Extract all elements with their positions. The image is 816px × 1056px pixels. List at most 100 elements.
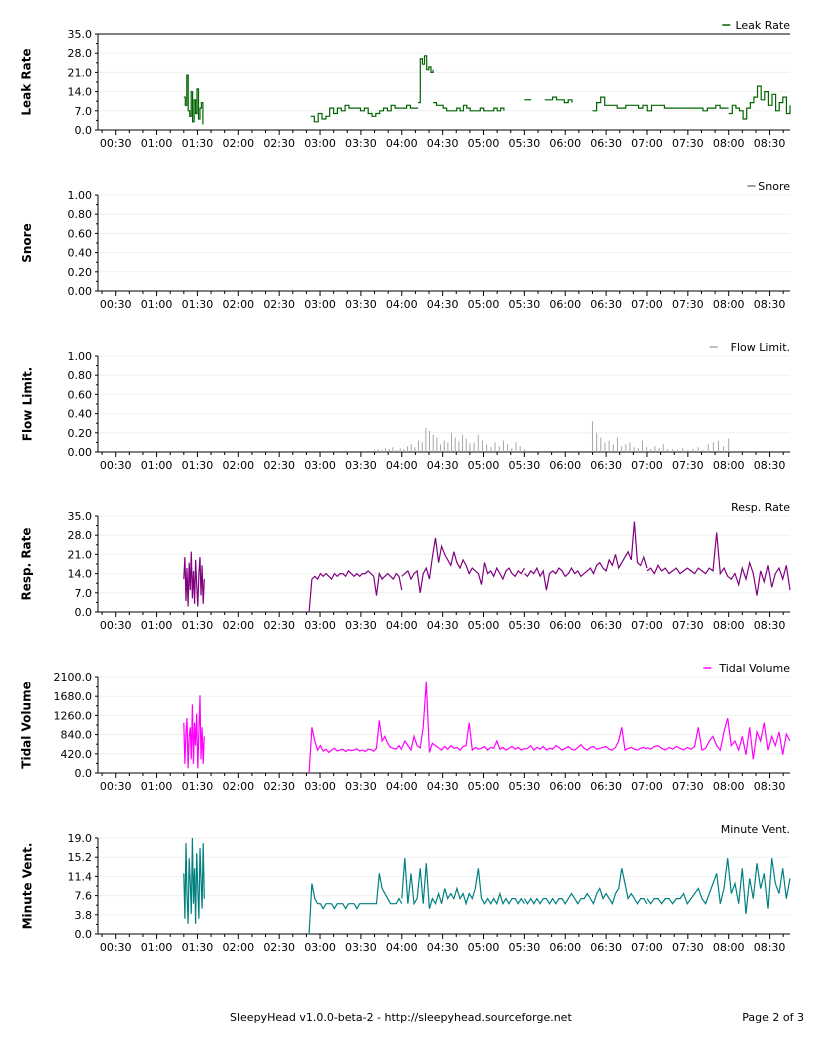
x-tick-label: 06:30 bbox=[590, 298, 622, 311]
data-series-line bbox=[308, 720, 403, 774]
chart-panel: Tidal Volume 2100.0 1680.0 1260.0 840.0 420.0… bbox=[0, 661, 816, 821]
y-tick-label: 0.00 bbox=[68, 285, 93, 298]
x-tick-label: 06:00 bbox=[549, 137, 581, 150]
chart-panel: Leak Rate 35.0 28.0 21.0 14.0 7.0 0.0 00:30 01:0… bbox=[0, 18, 816, 178]
data-series-line bbox=[646, 858, 791, 914]
chart-panel: Snore 1.00 0.80 0.60 0.40 0.20 0.00 00:30 01:00 0… bbox=[0, 179, 816, 339]
x-tick-label: 01:00 bbox=[141, 619, 173, 632]
data-series-line bbox=[523, 868, 648, 906]
data-series-line bbox=[183, 551, 205, 607]
x-tick-label: 07:00 bbox=[631, 298, 663, 311]
chart-panel: Resp. Rate 35.0 28.0 21.0 14.0 7.0 0.0 00:30 01:… bbox=[0, 500, 816, 660]
x-tick-label: 08:00 bbox=[713, 137, 745, 150]
data-series-line bbox=[183, 695, 205, 769]
y-tick-label: 0.80 bbox=[68, 369, 93, 382]
x-tick-label: 04:30 bbox=[427, 780, 459, 793]
x-tick-label: 06:30 bbox=[590, 780, 622, 793]
data-series-line bbox=[544, 96, 573, 104]
x-tick-label: 01:00 bbox=[141, 298, 173, 311]
y-tick-label: 840.0 bbox=[61, 729, 93, 742]
y-tick-label: 21.0 bbox=[68, 548, 93, 561]
data-series-line bbox=[183, 74, 204, 125]
y-tick-label: 2100.0 bbox=[54, 671, 93, 684]
x-tick-label: 02:00 bbox=[222, 137, 254, 150]
x-tick-label: 04:30 bbox=[427, 941, 459, 954]
chart-plot: 1.00 0.80 0.60 0.40 0.20 0.00 00:30 01:00 01:30 0… bbox=[68, 180, 791, 311]
x-tick-label: 02:30 bbox=[263, 619, 295, 632]
legend-label: Flow Limit. bbox=[731, 341, 790, 354]
y-tick-label: 28.0 bbox=[68, 47, 93, 60]
data-series-line bbox=[308, 873, 403, 935]
x-tick-label: 03:30 bbox=[345, 459, 377, 472]
x-tick-label: 04:00 bbox=[386, 137, 418, 150]
chart-stack: Leak Rate 35.0 28.0 21.0 14.0 7.0 0.0 00:30 01:0… bbox=[0, 18, 816, 982]
chart-panel: Minute Vent. 19.0 15.2 11.4 7.6 3.8 0.0 00:30 01… bbox=[0, 822, 816, 982]
y-tick-label: 7.6 bbox=[75, 890, 93, 903]
x-tick-label: 02:30 bbox=[263, 459, 295, 472]
x-tick-label: 07:00 bbox=[631, 619, 663, 632]
x-tick-label: 04:00 bbox=[386, 298, 418, 311]
chart-panel: Flow Limit. 1.00 0.80 0.60 0.40 0.20 0.00 00:30… bbox=[0, 340, 816, 500]
x-tick-label: 08:30 bbox=[754, 298, 786, 311]
y-tick-label: 1.00 bbox=[68, 189, 93, 202]
y-tick-label: 14.0 bbox=[68, 568, 93, 581]
x-tick-label: 08:30 bbox=[754, 137, 786, 150]
footer-app-title: SleepyHead v1.0.0-beta-2 - http://sleepy… bbox=[230, 1011, 572, 1024]
data-series-line bbox=[308, 569, 403, 613]
x-tick-label: 05:00 bbox=[468, 619, 500, 632]
x-tick-label: 06:30 bbox=[590, 941, 622, 954]
x-tick-label: 04:00 bbox=[386, 780, 418, 793]
x-tick-label: 06:00 bbox=[549, 298, 581, 311]
x-tick-label: 06:30 bbox=[590, 137, 622, 150]
data-series-line bbox=[183, 837, 205, 924]
x-tick-label: 05:30 bbox=[509, 459, 541, 472]
chart-plot: 35.0 28.0 21.0 14.0 7.0 0.0 00:30 01:00 01:30 02:… bbox=[68, 501, 791, 632]
x-tick-label: 05:30 bbox=[509, 941, 541, 954]
x-tick-label: 01:30 bbox=[182, 941, 214, 954]
x-tick-label: 02:30 bbox=[263, 298, 295, 311]
x-tick-label: 05:30 bbox=[509, 619, 541, 632]
x-tick-label: 06:00 bbox=[549, 780, 581, 793]
chart-plot: 1.00 0.80 0.60 0.40 0.20 0.00 00:30 01:00 01:30 0… bbox=[68, 341, 790, 472]
y-tick-label: 0.40 bbox=[68, 247, 93, 260]
x-tick-label: 03:00 bbox=[304, 459, 336, 472]
y-tick-label: 0.20 bbox=[68, 266, 93, 279]
x-tick-label: 07:00 bbox=[631, 780, 663, 793]
chart-plot: 35.0 28.0 21.0 14.0 7.0 0.0 00:30 01:00 01:30 02:… bbox=[68, 19, 791, 150]
chart-plot: 19.0 15.2 11.4 7.6 3.8 0.0 00:30 01:00 01:30 02:0… bbox=[68, 823, 791, 954]
x-tick-label: 06:30 bbox=[590, 619, 622, 632]
x-tick-label: 07:00 bbox=[631, 459, 663, 472]
chart-plot: 2100.0 1680.0 1260.0 840.0 420.0 0.0 00:30 01:0… bbox=[54, 662, 791, 793]
x-tick-label: 07:00 bbox=[631, 941, 663, 954]
y-tick-label: 0.0 bbox=[75, 928, 93, 941]
data-series-line bbox=[310, 104, 419, 123]
legend-label: Minute Vent. bbox=[721, 823, 790, 836]
x-tick-label: 02:30 bbox=[263, 941, 295, 954]
x-tick-label: 02:00 bbox=[222, 941, 254, 954]
x-tick-label: 03:30 bbox=[345, 137, 377, 150]
x-tick-label: 06:30 bbox=[590, 459, 622, 472]
footer-page-number: Page 2 of 3 bbox=[742, 1011, 804, 1024]
x-tick-label: 07:30 bbox=[672, 780, 704, 793]
x-tick-label: 05:00 bbox=[468, 137, 500, 150]
y-tick-label: 11.4 bbox=[68, 870, 93, 883]
x-tick-label: 07:00 bbox=[631, 137, 663, 150]
x-tick-label: 00:30 bbox=[100, 298, 132, 311]
x-tick-label: 04:00 bbox=[386, 459, 418, 472]
x-tick-label: 01:00 bbox=[141, 780, 173, 793]
y-tick-label: 3.8 bbox=[75, 909, 93, 922]
x-tick-label: 01:30 bbox=[182, 298, 214, 311]
y-tick-label: 1260.0 bbox=[54, 709, 93, 722]
y-tick-label: 0.00 bbox=[68, 446, 93, 459]
x-tick-label: 05:30 bbox=[509, 780, 541, 793]
y-tick-label: 0.60 bbox=[68, 227, 93, 240]
x-tick-label: 03:00 bbox=[304, 619, 336, 632]
x-tick-label: 01:00 bbox=[141, 941, 173, 954]
x-tick-label: 02:00 bbox=[222, 298, 254, 311]
x-tick-label: 03:30 bbox=[345, 941, 377, 954]
x-tick-label: 01:00 bbox=[141, 137, 173, 150]
x-tick-label: 00:30 bbox=[100, 941, 132, 954]
x-tick-label: 05:00 bbox=[468, 780, 500, 793]
x-tick-label: 07:30 bbox=[672, 941, 704, 954]
x-tick-label: 00:30 bbox=[100, 459, 132, 472]
